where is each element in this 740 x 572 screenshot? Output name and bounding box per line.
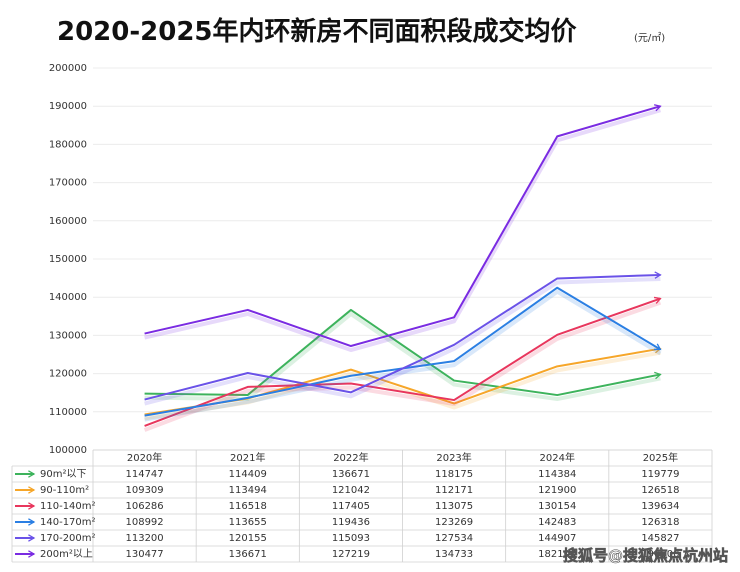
series-line [144, 296, 662, 427]
table-cell: 113494 [229, 485, 267, 496]
table-cell: 190000 [641, 549, 679, 560]
x-tick-label: 2025年 [643, 451, 678, 464]
chart-subtitle: (元/㎡) [634, 32, 665, 44]
legend-label: 140-170m² [40, 517, 96, 528]
y-tick-label: 120000 [49, 369, 87, 380]
line-shadow [143, 300, 662, 432]
y-tick-label: 140000 [49, 292, 87, 303]
table-cell: 121042 [332, 485, 370, 496]
table-cell: 121900 [538, 485, 576, 496]
line-shadow [144, 289, 662, 422]
x-tick-label: 2024年 [540, 451, 575, 464]
table-cell: 136671 [332, 469, 370, 480]
legend-label: 90-110m² [40, 485, 89, 496]
table-cell: 116518 [229, 501, 267, 512]
table-cell: 114747 [125, 469, 163, 480]
table-cell: 115093 [332, 533, 370, 544]
table-cell: 113075 [435, 501, 473, 512]
table-cell: 136671 [229, 549, 267, 560]
legend-label: 90m²以下 [40, 469, 86, 480]
table-cell: 114409 [229, 469, 267, 480]
y-tick-label: 110000 [49, 407, 87, 418]
line-shadow [144, 311, 661, 402]
table-cell: 113200 [125, 533, 163, 544]
table-cell: 144907 [538, 533, 576, 544]
table-cell: 119436 [332, 517, 370, 528]
line-shadow [144, 108, 661, 353]
table-cell: 127219 [332, 549, 370, 560]
table-cell: 126318 [641, 517, 679, 528]
y-tick-label: 190000 [49, 101, 87, 112]
table-cell: 130477 [125, 549, 163, 560]
chart-title: 2020-2025年内环新房不同面积段成交均价 [57, 16, 578, 47]
line-shadow [144, 276, 661, 406]
table-cell: 139634 [641, 501, 679, 512]
series-line [144, 104, 662, 348]
table-cell: 108992 [125, 517, 163, 528]
y-tick-label: 130000 [49, 330, 87, 341]
table-cell: 106286 [125, 501, 163, 512]
table-cell: 119779 [641, 469, 679, 480]
watermark: 搜狐号@搜狐焦点杭州站 [563, 547, 728, 565]
legend-label: 170-200m² [40, 533, 96, 544]
y-tick-label: 200000 [49, 63, 87, 74]
line-shadow [144, 350, 661, 421]
y-tick-label: 100000 [49, 445, 87, 456]
y-tick-label: 170000 [49, 178, 87, 189]
table-cell: 117405 [332, 501, 370, 512]
table-cell: 118175 [435, 469, 473, 480]
series-line [144, 271, 662, 401]
table-cell: 134733 [435, 549, 473, 560]
table-cell: 123269 [435, 517, 473, 528]
table-cell: 109309 [125, 485, 163, 496]
y-tick-label: 150000 [49, 254, 87, 265]
table-cell: 130154 [538, 501, 576, 512]
legend-label: 200m²以上 [40, 548, 93, 560]
table-cell: 126518 [641, 485, 679, 496]
table-cell: 120155 [229, 533, 267, 544]
table-cell: 142483 [538, 517, 576, 528]
series-line [144, 308, 662, 397]
y-tick-label: 160000 [49, 216, 87, 227]
x-tick-label: 2021年 [230, 451, 265, 464]
table-cell: 145827 [641, 533, 679, 544]
table-cell: 182100 [538, 549, 576, 560]
y-tick-label: 180000 [49, 139, 87, 150]
table-cell: 114384 [538, 469, 576, 480]
x-tick-label: 2022年 [333, 451, 368, 464]
x-tick-label: 2023年 [436, 451, 471, 464]
legend-label: 110-140m² [40, 501, 96, 512]
table-cell: 112171 [435, 485, 473, 496]
table-cell: 113655 [229, 517, 267, 528]
x-tick-label: 2020年 [127, 451, 162, 464]
table-cell: 127534 [435, 533, 473, 544]
